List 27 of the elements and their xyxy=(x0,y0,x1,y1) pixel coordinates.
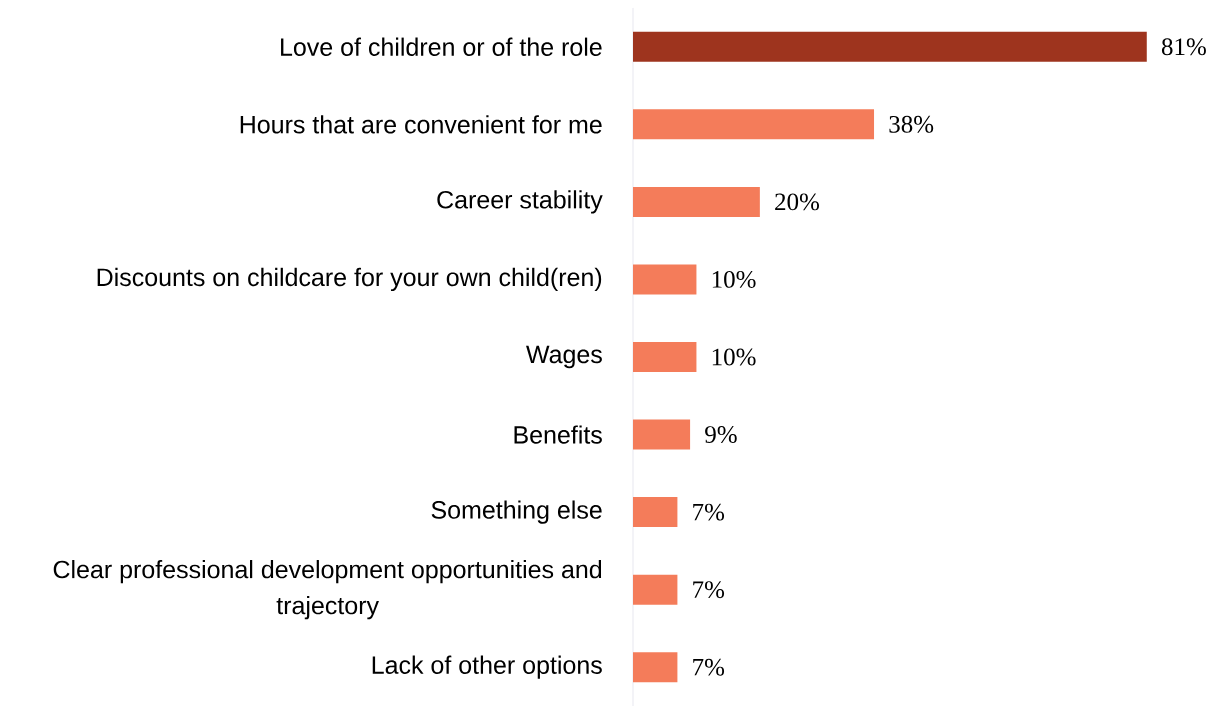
data-label: 20% xyxy=(775,193,820,211)
y-tick-label: Career stability xyxy=(437,190,603,214)
data-label: 7% xyxy=(693,581,725,599)
bar xyxy=(633,497,678,528)
y-tick-label: Clear professional development opportunities and trajectory xyxy=(53,560,602,620)
y-tick-label: Benefits xyxy=(514,425,602,444)
y-tick-label: Hours that are convenient for me xyxy=(240,115,602,134)
y-tick-label: Wages xyxy=(526,345,602,369)
data-label: 38% xyxy=(889,115,934,133)
bar xyxy=(633,652,678,683)
data-label: 10% xyxy=(712,270,756,288)
bar xyxy=(633,341,697,372)
bar xyxy=(633,574,678,605)
y-tick-label: Lack of other options xyxy=(372,655,602,679)
y-tick-label: Discounts on childcare for your own child(ren) xyxy=(97,267,602,292)
bar xyxy=(633,419,691,450)
data-label: 10% xyxy=(712,348,756,366)
y-tick-label: Something else xyxy=(431,500,602,524)
data-label: 7% xyxy=(693,658,725,676)
data-label: 7% xyxy=(693,503,725,521)
data-label: 9% xyxy=(705,426,737,444)
y-tick-label: Love of children or of the role xyxy=(281,37,602,56)
bar xyxy=(633,264,697,295)
bar xyxy=(633,31,1147,62)
data-label: 81% xyxy=(1161,38,1206,56)
bar xyxy=(633,109,875,140)
bar xyxy=(633,186,760,217)
